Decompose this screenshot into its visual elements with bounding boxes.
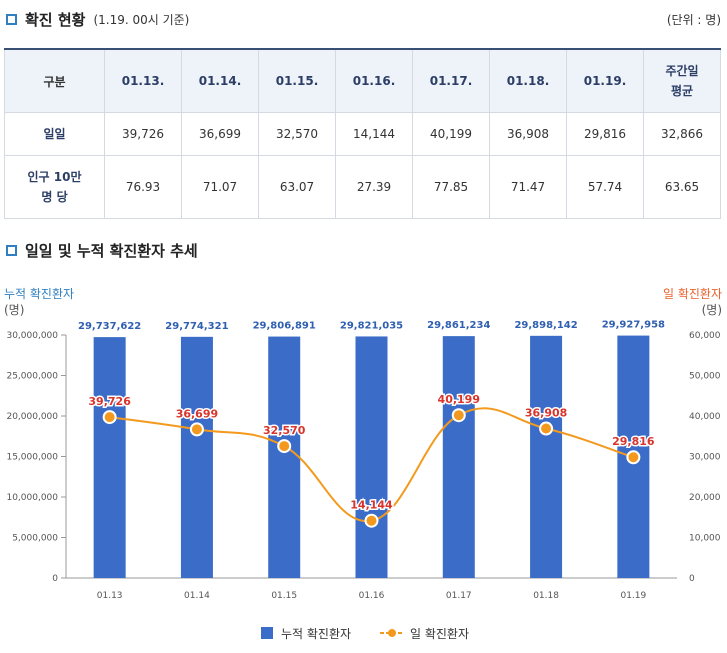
trend-chart: 누적 확진환자 (명) 일 확진환자 (명) 0 5,000,000 10,000,000 1… xyxy=(0,280,727,649)
section-title-status: 확진 현황 (1.19. 00시 기준) xyxy=(6,9,189,30)
legend-swatch-cumulative xyxy=(261,627,273,639)
header-cell: 01.17. xyxy=(412,48,490,113)
unit-label: (단위 : 명) xyxy=(666,13,721,27)
table-header-row: 구분 01.13. 01.14. 01.15. 01.16. 01.17. 01… xyxy=(4,48,721,113)
table-cell: 36,699 xyxy=(181,112,259,156)
status-title: 확진 현황 xyxy=(25,11,86,29)
bar-value-label: 29,774,321 xyxy=(165,321,228,332)
left-axis-title: 누적 확진환자 xyxy=(4,287,74,301)
line-point xyxy=(277,439,292,454)
table-cell: 71.47 xyxy=(489,155,567,219)
line-value-label: 39,726 xyxy=(88,395,131,408)
table-cell: 40,199 xyxy=(412,112,490,156)
left-axis-tick-label: 5,000,000 xyxy=(12,534,58,544)
legend-label-daily: 일 확진환자 xyxy=(410,627,469,641)
line-value-label: 36,699 xyxy=(176,407,218,420)
left-axis-tick-label: 10,000,000 xyxy=(6,493,58,503)
header-cell-weekly-average: 주간일 평균 xyxy=(643,48,721,113)
left-axis-tick-label: 25,000,000 xyxy=(6,372,58,382)
line-point xyxy=(626,450,641,465)
table-cell: 36,908 xyxy=(489,112,567,156)
table-row: 인구 10만 명 당 76.93 71.07 63.07 27.39 77.85… xyxy=(4,155,721,219)
right-axis-tick-label: 60,000 xyxy=(689,331,721,341)
table-cell: 29,816 xyxy=(566,112,644,156)
line-point xyxy=(189,422,204,437)
table-cell: 63.07 xyxy=(258,155,336,219)
right-axis-unit: (명) xyxy=(702,303,722,317)
left-axis-tick-label: 0 xyxy=(52,574,58,584)
bar xyxy=(355,336,388,578)
right-axis-tick-label: 20,000 xyxy=(689,493,721,503)
table-cell: 32,570 xyxy=(258,112,336,156)
right-axis-tick-label: 40,000 xyxy=(689,412,721,422)
x-axis-tick-label: 01.13 xyxy=(97,591,123,601)
line-value-label: 40,199 xyxy=(438,393,480,406)
line-point xyxy=(451,408,466,423)
bar xyxy=(530,335,563,578)
left-axis-tick-label: 20,000,000 xyxy=(6,412,58,422)
table-row: 일일 39,726 36,699 32,570 14,144 40,199 36… xyxy=(4,112,721,156)
bar xyxy=(442,336,475,578)
line-value-label: 32,570 xyxy=(263,424,306,437)
right-axis-tick-label: 10,000 xyxy=(689,534,721,544)
header-cell: 01.14. xyxy=(181,48,259,113)
left-axis-tick-label: 30,000,000 xyxy=(6,331,58,341)
legend-marker-daily xyxy=(388,629,396,637)
left-axis-unit: (명) xyxy=(4,303,24,317)
row-label: 일일 xyxy=(4,112,105,156)
line-point xyxy=(102,410,117,425)
line-point xyxy=(364,513,379,528)
bar-value-label: 29,898,142 xyxy=(514,320,577,331)
line-point xyxy=(539,421,554,436)
bar-value-label: 29,927,958 xyxy=(602,320,665,331)
bar-value-label: 29,806,891 xyxy=(253,321,316,332)
line-value-label: 36,908 xyxy=(525,407,567,420)
bar-value-label: 29,737,622 xyxy=(78,321,141,332)
right-axis-tick-label: 50,000 xyxy=(689,372,721,382)
header-cell: 01.16. xyxy=(335,48,413,113)
line-value-label: 29,816 xyxy=(612,435,655,448)
table-cell: 71.07 xyxy=(181,155,259,219)
right-axis-tick-label: 30,000 xyxy=(689,453,721,463)
table-cell: 14,144 xyxy=(335,112,413,156)
trend-chart-svg: 누적 확진환자 (명) 일 확진환자 (명) 0 5,000,000 10,000,000 1… xyxy=(4,287,722,641)
header-cell: 구분 xyxy=(4,48,105,113)
header-cell: 01.19. xyxy=(566,48,644,113)
x-axis-tick-label: 01.15 xyxy=(271,591,297,601)
left-axis-tick-label: 15,000,000 xyxy=(6,453,58,463)
bar xyxy=(93,337,126,578)
section-title-trend: 일일 및 누적 확진환자 추세 xyxy=(6,240,198,261)
x-axis-tick-label: 01.14 xyxy=(184,591,210,601)
table-cell: 57.74 xyxy=(566,155,644,219)
table-cell: 27.39 xyxy=(335,155,413,219)
status-subtitle: (1.19. 00시 기준) xyxy=(93,13,190,27)
x-axis-tick-label: 01.16 xyxy=(359,591,385,601)
table-cell: 32,866 xyxy=(643,112,721,156)
table-cell: 76.93 xyxy=(104,155,182,219)
table-cell: 39,726 xyxy=(104,112,182,156)
right-axis-tick-label: 0 xyxy=(689,574,695,584)
legend-label-cumulative: 누적 확진환자 xyxy=(281,627,351,641)
table-cell: 77.85 xyxy=(412,155,490,219)
header-cell: 01.13. xyxy=(104,48,182,113)
line-value-label: 14,144 xyxy=(350,499,393,512)
bar-value-label: 29,861,234 xyxy=(427,320,490,331)
right-axis-title: 일 확진환자 xyxy=(663,287,722,301)
header-cell: 01.15. xyxy=(258,48,336,113)
row-label: 인구 10만 명 당 xyxy=(4,155,105,219)
trend-title: 일일 및 누적 확진환자 추세 xyxy=(25,242,198,260)
bar xyxy=(180,336,213,578)
x-axis-tick-label: 01.19 xyxy=(620,591,646,601)
x-axis-tick-label: 01.18 xyxy=(533,591,559,601)
header-cell: 01.18. xyxy=(489,48,567,113)
bar-value-label: 29,821,035 xyxy=(340,320,403,331)
daily-cases-table: 구분 01.13. 01.14. 01.15. 01.16. 01.17. 01… xyxy=(4,48,721,219)
bar xyxy=(268,336,301,578)
x-axis-tick-label: 01.17 xyxy=(446,591,472,601)
square-bullet-icon xyxy=(6,245,17,256)
table-cell: 63.65 xyxy=(643,155,721,219)
square-bullet-icon xyxy=(6,14,17,25)
